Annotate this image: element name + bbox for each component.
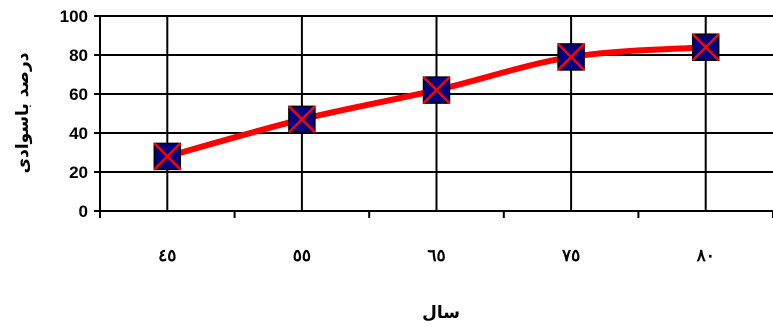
y-tick-label: 20 — [69, 163, 88, 182]
data-point-marker — [691, 33, 720, 62]
data-point-marker — [153, 142, 182, 171]
x-axis-label: سال — [422, 303, 460, 323]
x-tick-label: ٨٠ — [696, 246, 715, 265]
marker-cross — [557, 43, 585, 71]
x-tick-label: ٦٥ — [427, 246, 445, 265]
series-group — [153, 33, 720, 171]
y-tick-label: 100 — [60, 7, 88, 26]
data-point-marker — [557, 43, 585, 71]
y-tick-label: 40 — [69, 124, 88, 143]
y-tick-label: 0 — [79, 202, 88, 221]
x-tick-label: ٥٥ — [293, 246, 311, 265]
y-tick-labels: 0 20 40 60 80 100 — [60, 7, 88, 221]
x-tick-label: ٤٥ — [158, 246, 176, 265]
x-tick-labels: ٤٥ ٥٥ ٦٥ ٧٥ ٨٠ — [158, 246, 715, 265]
axes — [94, 15, 773, 218]
marker-cross — [422, 76, 451, 104]
marker-cross — [153, 142, 182, 171]
y-tick-label: 80 — [69, 46, 88, 65]
marker-cross — [288, 105, 316, 134]
y-axis-label: درصد باسوادی — [13, 52, 33, 173]
y-tick-label: 60 — [69, 85, 88, 104]
marker-cross — [691, 33, 720, 62]
data-point-marker — [422, 76, 451, 104]
x-tick-label: ٧٥ — [561, 246, 580, 265]
grid — [100, 15, 773, 211]
data-point-marker — [288, 105, 316, 134]
